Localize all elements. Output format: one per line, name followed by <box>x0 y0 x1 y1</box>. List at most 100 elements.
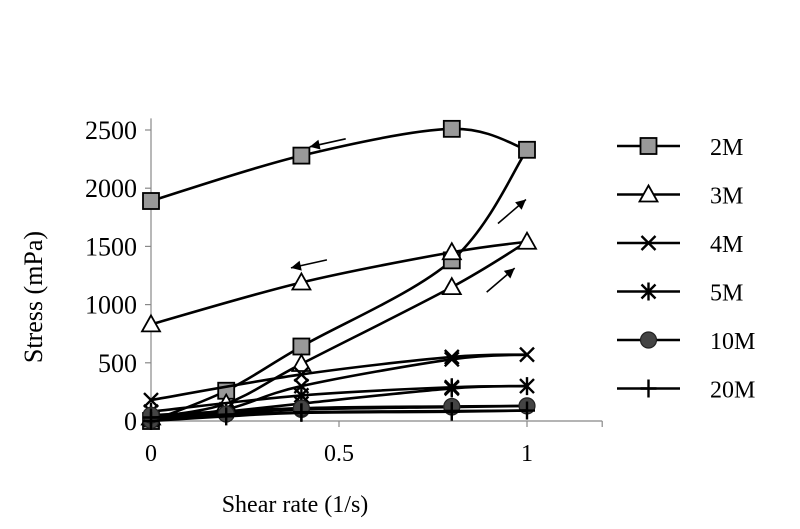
arrow-head <box>309 139 321 150</box>
arrow-left <box>290 259 328 271</box>
arrow-up-right <box>486 267 516 293</box>
series-line-down <box>150 404 528 417</box>
axes: 0 500 1000 1500 2000 2500 0 0.5 1 <box>85 116 603 467</box>
legend-marker <box>637 183 660 203</box>
legend-label: 10M <box>710 329 755 355</box>
legend-marker <box>639 331 658 349</box>
triangle-marker <box>290 353 312 372</box>
data-point <box>292 337 311 356</box>
legend-item-2M: 2M <box>617 135 743 161</box>
legend-label: 5M <box>710 281 743 307</box>
y-tick-label: 500 <box>98 349 137 378</box>
series-line-up <box>150 240 528 419</box>
data-point <box>519 377 535 396</box>
data-point <box>143 392 159 408</box>
y-tick-label: 2000 <box>85 174 137 203</box>
data-point <box>516 230 538 250</box>
data-point <box>142 192 160 210</box>
data-point <box>519 401 535 420</box>
series-layer <box>140 119 538 430</box>
asterisk-marker <box>640 282 657 301</box>
legend-item-3M: 3M <box>617 184 743 210</box>
data-point <box>143 408 159 427</box>
series-20M <box>143 401 535 430</box>
arrow-up-right <box>497 198 527 225</box>
x-marker <box>293 366 310 383</box>
data-point <box>293 366 310 383</box>
triangle-marker <box>441 276 463 296</box>
y-tick-label: 1000 <box>85 291 137 320</box>
x-tick-label: 0 <box>145 441 157 467</box>
legend-item-20M: 20M <box>617 378 755 404</box>
arrow-head <box>515 199 526 210</box>
data-point <box>441 241 463 261</box>
legend-label: 4M <box>710 232 743 258</box>
data-point <box>441 276 463 296</box>
legend-label: 20M <box>710 378 755 404</box>
square-marker <box>292 337 311 356</box>
plus-marker <box>519 401 535 420</box>
data-point <box>292 146 311 165</box>
x-marker <box>143 392 159 408</box>
annotation-arrows <box>290 138 527 293</box>
series-line-down <box>150 240 528 326</box>
square-marker <box>639 137 658 155</box>
plus-marker <box>443 402 460 421</box>
plus-marker <box>640 379 657 398</box>
data-point <box>218 407 235 426</box>
x-marker <box>443 351 460 368</box>
data-point <box>443 349 460 365</box>
data-point <box>518 140 536 159</box>
data-point <box>140 313 162 333</box>
x-tick-label: 0.5 <box>324 441 354 467</box>
data-point <box>443 402 460 421</box>
asterisk-marker <box>519 377 535 396</box>
y-tick-label: 0 <box>124 407 137 436</box>
plus-marker <box>293 403 310 422</box>
data-point <box>442 119 461 138</box>
asterisk-marker <box>443 378 460 397</box>
data-point <box>293 403 310 422</box>
series-line-down <box>150 409 528 419</box>
series-line-down <box>150 384 528 413</box>
y-tick-label: 2500 <box>85 116 137 145</box>
legend-marker <box>640 379 657 398</box>
square-marker <box>292 146 311 165</box>
legend: 2M 3M 4M 5M 10M 20M <box>617 135 755 404</box>
triangle-marker <box>516 230 538 250</box>
legend-marker <box>639 137 658 155</box>
x-marker <box>640 235 657 251</box>
square-marker <box>442 119 461 138</box>
triangle-marker <box>290 271 312 291</box>
triangle-marker <box>140 313 162 333</box>
arrow-head <box>503 268 515 279</box>
square-marker <box>142 192 160 210</box>
square-marker <box>518 140 536 159</box>
legend-item-5M: 5M <box>617 281 743 307</box>
plus-marker <box>143 408 159 427</box>
series-3M <box>140 230 538 426</box>
x-marker <box>443 349 460 365</box>
series-line-up <box>150 149 529 423</box>
x-tick-label: 1 <box>521 441 533 467</box>
data-point <box>519 346 535 363</box>
legend-item-10M: 10M <box>617 329 755 355</box>
triangle-marker <box>441 241 463 261</box>
data-point <box>443 378 460 397</box>
y-tick-label: 1500 <box>85 232 137 261</box>
plus-marker <box>218 407 235 426</box>
legend-label: 2M <box>710 135 743 161</box>
series-line-down <box>150 127 528 203</box>
triangle-marker <box>637 183 660 203</box>
arrow-left <box>309 138 346 150</box>
legend-item-4M: 4M <box>617 232 743 258</box>
y-axis-label: Stress (mPa) <box>19 231 48 363</box>
data-point <box>290 353 312 372</box>
circle-marker <box>639 331 658 349</box>
data-point <box>290 271 312 291</box>
legend-marker <box>640 235 657 251</box>
arrow-head <box>290 260 302 271</box>
data-point <box>443 351 460 368</box>
x-marker <box>519 346 535 363</box>
